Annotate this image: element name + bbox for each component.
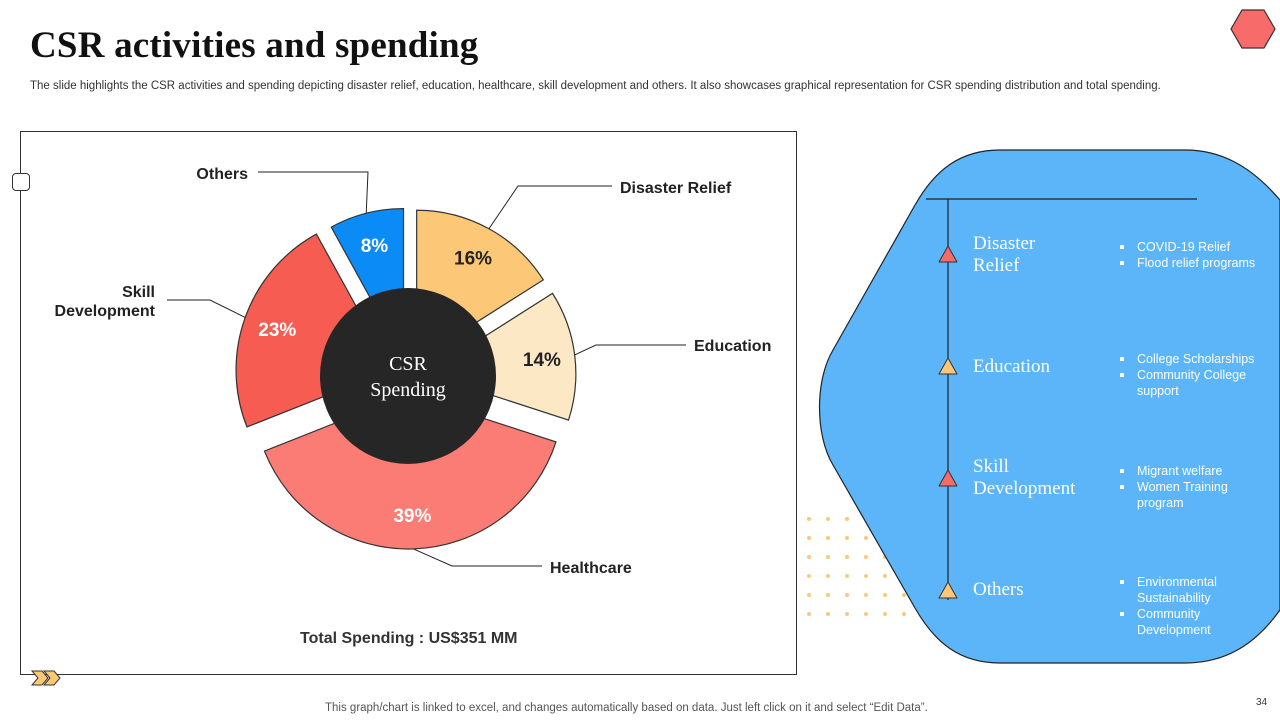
decorative-dot [883,593,887,597]
leader-line-healthcare [413,548,542,567]
decorative-dot [826,593,830,597]
leader-line-education [574,344,686,356]
decorative-dot [902,612,906,616]
decorative-dot [807,612,811,616]
leader-line-skill-development [167,299,246,318]
decorative-dot [864,612,868,616]
page-title: CSR activities and spending [30,25,479,66]
total-spending: Total Spending : US$351 MM [300,630,518,647]
footer-note: This graph/chart is linked to excel, and… [325,702,928,714]
leader-line-disaster-relief [488,185,612,230]
activity-bullets-education: College Scholarships Community College s… [1118,351,1268,399]
bullet-item: Flood relief programs [1118,255,1268,271]
resize-handle[interactable] [12,173,30,191]
triangle-marker-icon [938,357,958,375]
decorative-dot [883,574,887,578]
bullet-item: Migrant welfare [1118,463,1268,479]
pie-center-circle [320,288,496,464]
category-label-education: Education [694,338,771,355]
decorative-dot [807,574,811,578]
triangle-marker-icon [938,469,958,487]
triangle-marker-icon [938,581,958,599]
value-label-others: 8% [361,236,389,257]
page-number: 34 [1256,697,1268,708]
activity-name-education: Education [973,356,1051,377]
bullet-item: Environmental Sustainability [1118,574,1268,606]
chart-frame[interactable] [20,131,797,675]
bullet-item: Community College support [1118,367,1268,399]
chevron-arrows-icon [30,670,61,686]
hexagon-logo-icon [1230,9,1276,49]
decorative-dot [845,536,849,540]
value-label-disaster-relief: 16% [454,249,492,270]
decorative-dot [902,593,906,597]
decorative-dot [845,593,849,597]
activity-name-disaster-relief: Disaster Relief [973,233,1036,276]
decorative-dot [845,517,849,521]
category-label-others: Others [196,166,248,183]
activity-name-others: Others [973,579,1024,600]
decorative-dot [826,555,830,559]
bullet-item: COVID-19 Relief [1118,239,1268,255]
decorative-dot [826,536,830,540]
decorative-dot [864,574,868,578]
activity-bullets-others: Environmental Sustainability Community D… [1118,574,1268,638]
activity-bullets-skill-development: Migrant welfare Women Training program [1118,463,1268,511]
decorative-dot [807,593,811,597]
value-label-skill-development: 23% [258,320,296,341]
decorative-dot [826,574,830,578]
decorative-dot [807,517,811,521]
decorative-dot [826,517,830,521]
pie-slice-healthcare[interactable] [263,393,557,550]
decorative-dot [883,612,887,616]
value-label-education: 14% [523,350,561,371]
category-label-healthcare: Healthcare [550,560,632,577]
category-label-skill-line-2: Development [55,303,156,320]
decorative-dot [826,612,830,616]
pie-slice-education[interactable] [424,292,577,421]
decorative-dot [864,593,868,597]
decorative-dot [845,612,849,616]
decorative-dot [864,536,868,540]
bullet-item: Community Development [1118,606,1268,638]
bullet-item: College Scholarships [1118,351,1268,367]
value-label-healthcare: 39% [393,506,431,527]
decorative-dot [845,574,849,578]
activity-name-skill-development: Skill Development [973,456,1076,499]
center-label-line-2: Spending [370,379,446,401]
decorative-dot [807,555,811,559]
decorative-dot [845,555,849,559]
bullet-item: Women Training program [1118,479,1268,511]
decorative-dot [864,555,868,559]
activity-bullets-disaster-relief: COVID-19 Relief Flood relief programs [1118,239,1268,271]
center-label-line-1: CSR [389,353,427,375]
category-label-skill-line-1: Skill [122,284,155,301]
category-label-disaster-relief: Disaster Relief [620,180,732,197]
page-subtitle: The slide highlights the CSR activities … [30,80,1161,92]
leader-line-others [258,171,369,214]
decorative-dot [807,536,811,540]
triangle-marker-icon [938,245,958,263]
